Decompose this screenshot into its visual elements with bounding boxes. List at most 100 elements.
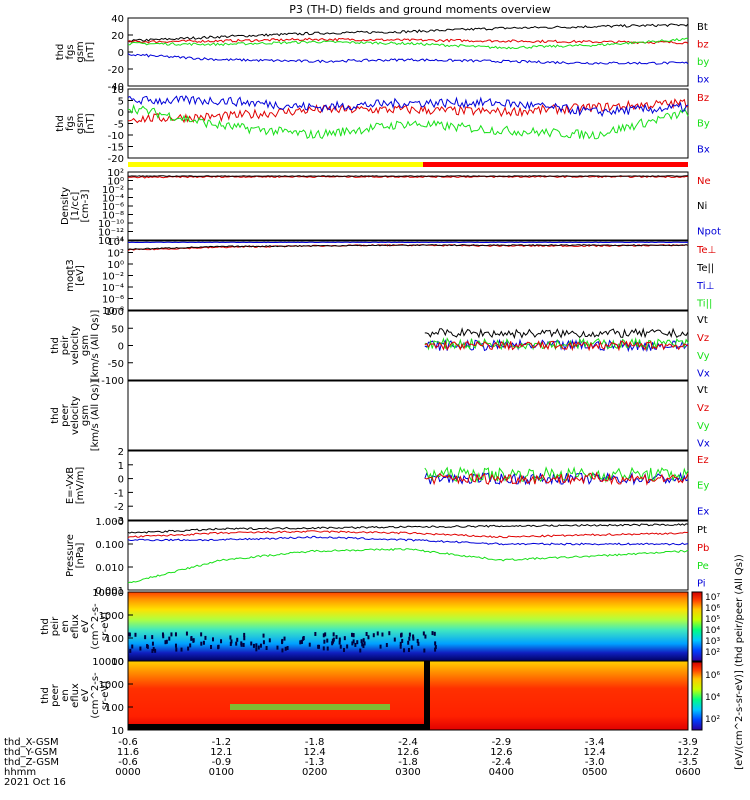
line-Bz: [127, 98, 689, 124]
y-tick-label: 10⁻²: [102, 185, 124, 196]
spectrogram-pixel: [385, 643, 388, 648]
spectrogram-pixel: [187, 646, 190, 651]
ylabel-line: [nT]: [85, 113, 96, 133]
y-tick-label: 10⁻⁶: [102, 295, 124, 306]
panel-ylabel: E=-VxB[mV/m]: [65, 467, 86, 505]
ylabel-line: thd: [40, 687, 51, 704]
spectrogram-pixel: [346, 644, 349, 649]
x-tick-value: -2.9: [492, 737, 512, 748]
line-bz: [127, 37, 689, 45]
ylabel-line: peer: [60, 403, 71, 427]
line-Ni: [127, 175, 688, 177]
spectrogram-pixel: [434, 645, 437, 650]
y-tick-label: 10⁻⁸: [102, 211, 124, 222]
x-row-label: 2021 Oct 16: [4, 777, 66, 788]
colorbar-tick: 10³: [705, 637, 720, 647]
x-tick-value: 0000: [115, 767, 140, 778]
ylabel-line: thd: [40, 618, 51, 635]
spectrogram-lowband: [128, 724, 428, 730]
legend-entry: Ti⊥: [696, 281, 714, 292]
ylabel-line: (cm^2-s-: [90, 672, 101, 719]
x-tick-value: 12.1: [210, 747, 232, 758]
spectrogram-pixel: [255, 647, 258, 652]
y-tick-label: 0: [118, 108, 124, 119]
ylabel-line: Pressure: [65, 534, 76, 577]
line-Pe: [127, 548, 689, 584]
legend-entry: bx: [697, 75, 709, 86]
spectrogram-pixel: [229, 641, 232, 646]
spectrogram-pixel: [379, 644, 382, 649]
x-tick-value: 12.4: [584, 747, 606, 758]
spectrogram-pixel: [165, 639, 168, 644]
y-tick-label: 10⁻⁸: [102, 306, 124, 317]
ylabel-line: [nPa]: [75, 542, 86, 568]
spectrogram-pixel: [352, 633, 355, 638]
spectrogram-pixel: [151, 635, 154, 640]
spectrogram-pixel: [322, 646, 325, 651]
legend-entry: Vx: [697, 369, 710, 380]
spectrogram-pixel: [408, 632, 411, 637]
y-tick-label: -15: [108, 143, 124, 154]
spectrogram-pixel: [192, 638, 195, 643]
x-tick-value: -0.6: [118, 737, 138, 748]
line-Ey: [424, 466, 689, 484]
colorbar-tick: 10⁶: [705, 671, 720, 681]
ylabel-line: Density: [60, 187, 71, 225]
spectrogram-pixel: [152, 647, 155, 652]
ylabel-line: en: [60, 689, 71, 702]
spectrogram-pixel: [352, 639, 355, 644]
y-tick-label: -5: [114, 120, 124, 131]
spectrogram-pixel: [417, 641, 420, 646]
x-row-label: hhmm: [4, 767, 36, 778]
y-tick-label: 0.100: [95, 540, 124, 551]
spectrogram-pixel: [131, 644, 134, 649]
legend-entry: Ne: [697, 176, 711, 187]
spectrogram-pixel: [144, 635, 147, 640]
spectrogram-pixel: [243, 636, 246, 641]
spectrogram-pixel: [360, 639, 363, 644]
ylabel-line: velocity: [70, 396, 81, 435]
y-tick-label: 10⁴: [107, 237, 124, 248]
legend-entry: Vz: [697, 333, 709, 344]
legend-entry: Te||: [696, 263, 714, 274]
panel-ylabel: thdfgsgsm[nT]: [55, 113, 96, 134]
spectrogram-pixel: [361, 642, 364, 647]
legend-entry: Ey: [697, 481, 709, 492]
panel-ylabel: thdpeirvelocitygsm[km/s (All Qs)]: [50, 310, 101, 382]
y-tick-label: 10⁻²: [102, 272, 124, 283]
colorbar-tick: 10⁴: [705, 693, 720, 703]
panel-frame: [127, 520, 689, 591]
spectrogram-pixel: [250, 641, 253, 646]
mode-bar-slow: [128, 162, 423, 167]
spectrogram-pixel: [434, 647, 437, 652]
ylabel-line: peir: [50, 616, 61, 636]
y-tick-label: 2: [118, 447, 124, 458]
line-Vt: [424, 327, 689, 340]
x-tick-value: 0400: [489, 767, 514, 778]
x-row-label: thd_Z-GSM: [4, 757, 59, 768]
spectrogram-pixel: [276, 645, 279, 650]
x-tick-value: 0600: [675, 767, 700, 778]
spectrogram-pixel: [359, 648, 362, 653]
mode-bar: [128, 162, 688, 167]
spectrogram-pixel: [342, 648, 345, 653]
spectrogram-pixel: [217, 644, 220, 649]
spectrogram-pixel: [423, 648, 426, 653]
spectrogram-pixel: [324, 632, 327, 637]
y-tick-label: 5: [118, 97, 124, 108]
spectrogram-pixel: [189, 643, 192, 648]
colorbar-tick: 10²: [705, 715, 720, 725]
spectrogram-pixel: [431, 631, 434, 636]
spectrogram-pixel: [242, 642, 245, 647]
spectrogram-pixel: [240, 641, 243, 646]
ylabel-line: [km/s (All Qs)]: [90, 380, 101, 452]
spectrogram-gap: [424, 661, 430, 730]
ylabel-line: thd: [50, 337, 61, 354]
panel-frame: [127, 88, 689, 159]
x-tick-value: -3.5: [678, 757, 698, 768]
spectrogram-pixel: [139, 646, 142, 651]
spectrogram-pixel: [299, 640, 302, 645]
x-tick-value: 12.6: [490, 747, 512, 758]
